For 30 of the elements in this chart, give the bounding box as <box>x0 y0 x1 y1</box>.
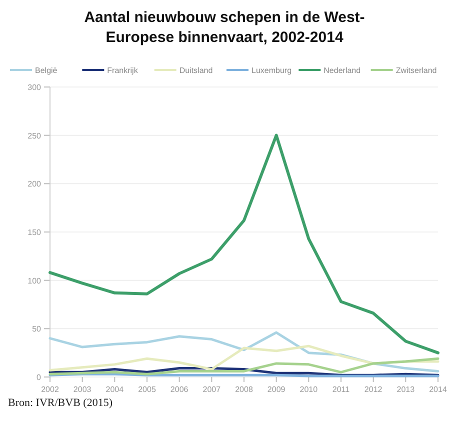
x-tick-label: 2002 <box>41 385 60 394</box>
legend-label: Luxemburg <box>252 66 292 75</box>
legend-label: Zwitserland <box>396 66 437 75</box>
y-tick-label: 150 <box>28 228 42 237</box>
x-tick-label: 2014 <box>429 385 448 394</box>
y-tick-label: 200 <box>28 180 42 189</box>
legend-label: Frankrijk <box>107 66 139 75</box>
text: Bron: IVR/BVB (2015) <box>8 397 113 409</box>
line-series <box>48 357 440 376</box>
chart-title: Aantal nieuwbouw schepen in de West-Europese binnenvaart, 2002-2014 <box>84 9 365 46</box>
y-tick-label: 50 <box>32 324 42 334</box>
line-series <box>48 134 440 354</box>
x-tick-label: 2004 <box>106 385 124 394</box>
x-tick-label: 2007 <box>202 385 222 394</box>
x-tick-label: 2013 <box>396 385 416 394</box>
x-tick-label: 2005 <box>138 385 156 394</box>
x-tick-label: 2010 <box>300 385 318 394</box>
y-tick-label: 300 <box>28 83 42 92</box>
y-tick-label: 100 <box>28 276 42 286</box>
x-tick-label: 2011 <box>332 385 350 394</box>
y-tick-label: 0 <box>36 373 42 382</box>
x-tick-label: 2009 <box>267 385 286 394</box>
x-tick-label: 2008 <box>235 385 254 394</box>
x-tick-label: 2012 <box>364 385 383 394</box>
legend-label: België <box>35 66 58 75</box>
y-tick-label: 250 <box>28 131 42 140</box>
legend-label: Nederland <box>324 66 361 75</box>
legend-label: Duitsland <box>179 66 213 75</box>
x-tick-label: 2003 <box>73 385 92 394</box>
x-tick-label: 2006 <box>170 385 189 394</box>
